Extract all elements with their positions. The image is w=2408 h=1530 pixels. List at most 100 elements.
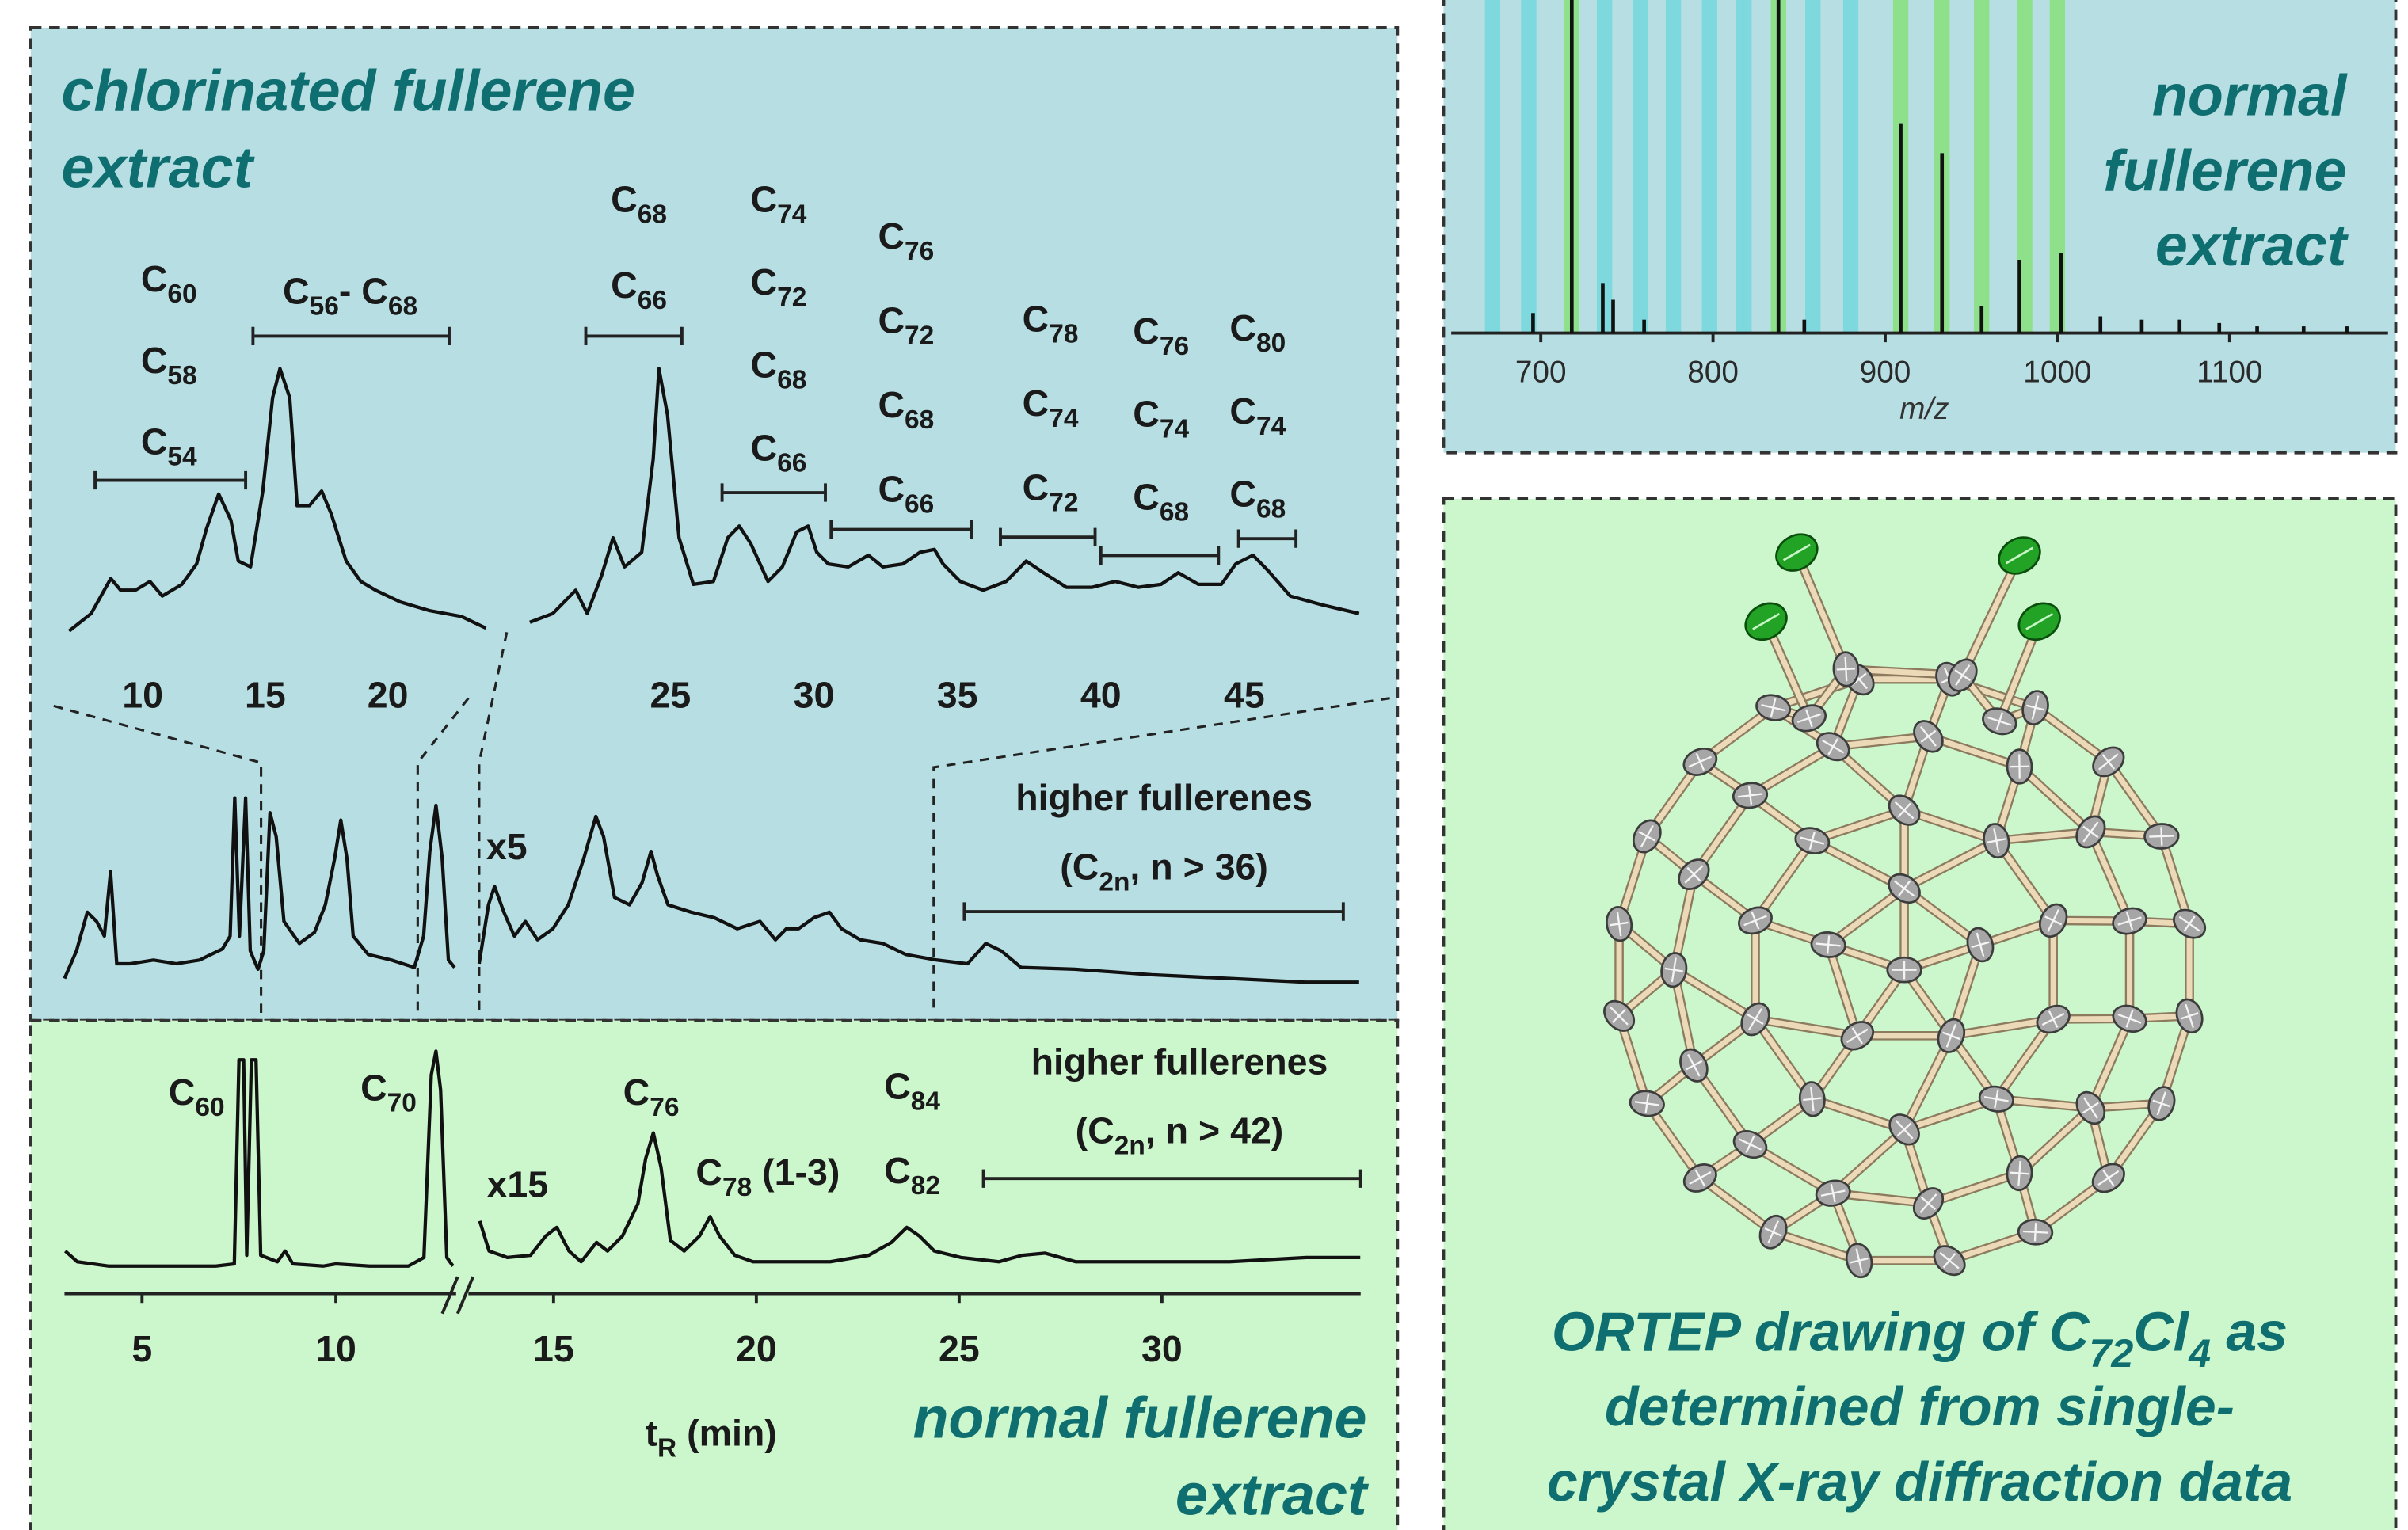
subscript: 82 — [911, 1171, 940, 1201]
subscript: 78 — [1049, 320, 1078, 349]
text-part: (C — [1076, 1110, 1114, 1151]
subscript: 74 — [1160, 415, 1190, 444]
text-part: C — [751, 178, 778, 219]
x-tick-label: 15 — [533, 1328, 574, 1369]
panel-title: extract — [2155, 212, 2349, 278]
subscript: 66 — [905, 490, 934, 520]
x-tick-label: 1000 — [2023, 356, 2091, 390]
subscript: 76 — [650, 1093, 679, 1122]
peak-label: x15 — [487, 1164, 549, 1205]
text-part: C — [884, 1150, 911, 1191]
x-axis-label: m/z — [1899, 392, 1949, 426]
subscript: 72 — [1049, 489, 1078, 518]
subscript: 4 — [2188, 1331, 2211, 1376]
subscript: 68 — [638, 200, 667, 229]
text-part: , n > 42) — [1145, 1110, 1283, 1151]
subscript: 68 — [777, 366, 806, 395]
mass-band — [1702, 0, 1717, 333]
text-part: C — [283, 271, 310, 312]
subscript: 74 — [1256, 412, 1286, 441]
caption-line: determined from single- — [1605, 1376, 2235, 1437]
subscript: 56 — [310, 292, 339, 322]
text-part: C — [141, 421, 168, 462]
text-part: C — [141, 258, 168, 299]
caption-line: crystal X-ray diffraction data — [1547, 1451, 2292, 1513]
subscript: 76 — [1160, 332, 1189, 361]
text-part: C — [1023, 299, 1050, 340]
x-tick-label: 30 — [1141, 1328, 1183, 1369]
text-part: crystal X-ray diffraction data — [1547, 1451, 2292, 1513]
text-part: C — [1133, 476, 1160, 517]
subscript: 66 — [777, 448, 806, 478]
page: {"chart_data": [ {"type": "line", "title… — [0, 0, 2408, 1530]
text-part: (min) — [676, 1412, 777, 1453]
x-tick-label: 45 — [1224, 674, 1265, 715]
mass-band — [1736, 0, 1751, 333]
panel-title: chlorinated fullerene — [62, 58, 635, 124]
panel-title: fullerene — [2103, 137, 2346, 203]
mass-band — [1633, 0, 1648, 333]
x-tick-label: 10 — [315, 1328, 356, 1369]
x-tick-label: 10 — [122, 674, 163, 715]
text-part: C — [1133, 310, 1160, 352]
subscript: 72 — [2089, 1331, 2133, 1376]
panel-title: extract — [62, 134, 256, 200]
text-part: C — [611, 178, 638, 219]
text-part: higher fullerenes — [1015, 777, 1313, 818]
subscript: 54 — [167, 443, 197, 472]
mass-band — [1485, 0, 1500, 333]
subscript: 74 — [1049, 404, 1079, 433]
text-part: C — [1023, 467, 1050, 508]
mass-band — [1666, 0, 1681, 333]
text-part: C — [884, 1065, 911, 1106]
subscript: 66 — [638, 286, 667, 315]
peak-label: higher fullerenes — [1031, 1041, 1328, 1082]
subscript: 2n — [1099, 867, 1130, 896]
text-part: determined from single- — [1605, 1376, 2235, 1437]
text-part: C — [360, 1067, 387, 1108]
panel-title: normal — [2152, 62, 2348, 128]
x-tick-label: 40 — [1080, 674, 1122, 715]
text-part: C — [878, 469, 905, 510]
text-part: C — [169, 1071, 196, 1113]
subscript: 78 — [722, 1173, 752, 1202]
x-tick-label: 15 — [245, 674, 286, 715]
x-tick-label: 900 — [1860, 356, 1911, 390]
mass-band — [1521, 0, 1536, 333]
mass-band — [1805, 0, 1820, 333]
subscript: 74 — [777, 200, 807, 229]
text-part: C — [141, 340, 168, 381]
normal-panel — [31, 1021, 1398, 1530]
x-tick-label: 20 — [736, 1328, 777, 1369]
text-part: , n > 36) — [1130, 846, 1267, 887]
x-tick-label: 20 — [368, 674, 409, 715]
x-tick-label: 700 — [1515, 356, 1567, 390]
text-part: C — [751, 261, 778, 303]
text-part: C — [1229, 307, 1256, 348]
text-part: C — [695, 1151, 722, 1193]
subscript: 60 — [167, 280, 196, 309]
text-part: C — [1229, 473, 1256, 514]
text-part: as — [2211, 1300, 2288, 1362]
subscript: R — [657, 1433, 676, 1463]
subscript: 2n — [1114, 1132, 1145, 1161]
subscript: 68 — [905, 405, 934, 435]
subscript: 84 — [911, 1087, 941, 1116]
figure: 101520C60C58C54C56- C68chlorinated fulle… — [0, 0, 2408, 1530]
panel-title: normal fullerene — [913, 1385, 1366, 1451]
peak-label: higher fullerenes — [1015, 777, 1313, 818]
x-tick-label: 5 — [131, 1328, 152, 1369]
text-part: C — [878, 215, 905, 257]
text-part: C — [878, 300, 905, 341]
subscript: 68 — [388, 292, 417, 322]
subscript: 60 — [195, 1093, 224, 1122]
mass-band — [1974, 0, 1989, 333]
subscript: 72 — [777, 283, 806, 312]
text-part: C — [1229, 390, 1256, 432]
subscript: 68 — [1160, 497, 1189, 527]
x-tick-label: 30 — [794, 674, 835, 715]
subscript: 80 — [1256, 329, 1286, 358]
subscript: 70 — [387, 1088, 417, 1117]
text-part: C — [623, 1071, 650, 1113]
text-part: (C — [1060, 846, 1099, 887]
